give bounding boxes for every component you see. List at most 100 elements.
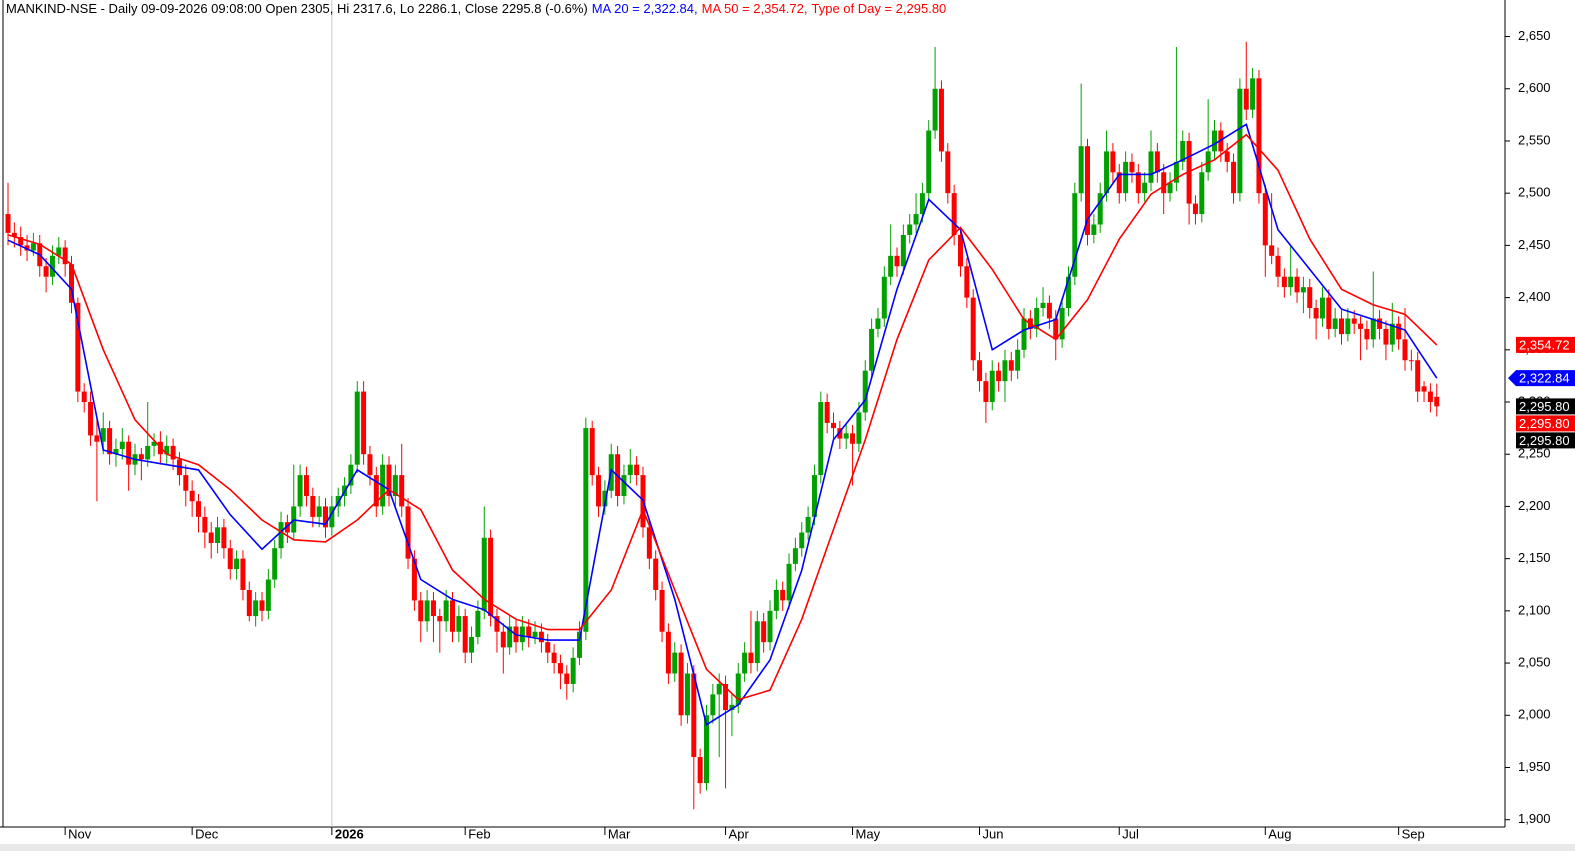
x-tick-label: Aug — [1268, 826, 1291, 841]
candle-body — [107, 428, 113, 455]
candle-body — [792, 548, 798, 564]
candle-body — [557, 663, 563, 674]
x-tick-label: May — [856, 826, 881, 841]
candle-body — [989, 370, 995, 403]
candle-body — [773, 589, 779, 611]
candle-body — [246, 589, 252, 617]
candle-body — [818, 402, 824, 476]
candle-body — [100, 428, 106, 442]
candle-body — [888, 255, 894, 277]
y-tick-label: 2,250 — [1518, 446, 1551, 461]
candle-body — [507, 626, 513, 648]
candle-body — [697, 757, 703, 784]
candle-body — [310, 495, 316, 517]
candle-body — [926, 130, 932, 194]
candle-body — [1154, 151, 1160, 173]
candle-body — [1097, 193, 1103, 225]
candle-body — [30, 243, 36, 251]
candle-body — [551, 652, 557, 664]
candle-body — [805, 516, 811, 533]
candle-body — [81, 391, 87, 403]
candle-body — [1402, 339, 1408, 361]
candle-body — [545, 642, 551, 653]
header-text: MA 50 = 2,354.72, — [702, 1, 808, 16]
candle-body — [5, 214, 11, 233]
candle-body — [786, 563, 792, 601]
candle-body — [488, 537, 494, 617]
chart-header: MANKIND-NSE - Daily 09-09-2026 09:08:00 … — [6, 1, 946, 16]
candle-body — [850, 433, 856, 444]
candle-body — [437, 616, 443, 622]
candle-body — [1180, 140, 1186, 162]
candle-body — [1034, 308, 1040, 329]
candle-body — [1307, 287, 1313, 309]
candle-body — [151, 441, 157, 446]
x-tick-label: Jul — [1122, 826, 1139, 841]
candle-body — [24, 245, 30, 251]
y-tick-label: 2,600 — [1518, 80, 1551, 95]
y-tick-label: 2,500 — [1518, 185, 1551, 200]
candle-body — [316, 506, 322, 517]
candle-body — [259, 600, 265, 611]
price-tag-label: 2,295.80 — [1519, 416, 1570, 431]
candle-body — [1046, 302, 1052, 319]
candle-body — [450, 600, 455, 632]
candle-body — [596, 475, 602, 507]
candle-body — [1135, 172, 1141, 194]
candle-body — [494, 616, 500, 632]
candle-body — [56, 247, 62, 256]
candle-body — [202, 516, 208, 533]
candle-body — [1243, 88, 1249, 110]
candle-body — [227, 548, 233, 570]
candle-body — [919, 193, 925, 215]
candle-body — [538, 631, 544, 643]
candle-body — [958, 234, 963, 267]
y-tick-label: 2,400 — [1518, 289, 1551, 304]
scrollbar — [0, 844, 1575, 851]
candle-body — [754, 621, 760, 664]
candle-body — [964, 266, 970, 298]
candle-body — [1199, 172, 1205, 215]
candle-body — [1377, 318, 1383, 329]
candle-body — [373, 475, 379, 507]
candle-body — [1415, 360, 1421, 392]
candle-body — [1434, 396, 1440, 407]
candle-body — [392, 475, 398, 496]
candle-body — [1008, 360, 1014, 371]
candle-body — [875, 318, 881, 329]
candle-body — [475, 610, 481, 637]
candle-body — [1358, 323, 1364, 329]
candle-body — [196, 501, 201, 517]
candle-body — [659, 589, 665, 632]
y-tick-label: 1,950 — [1518, 759, 1551, 774]
candle-body — [716, 683, 722, 695]
candle-body — [704, 715, 709, 784]
candle-body — [1275, 255, 1281, 277]
candle-body — [1396, 323, 1402, 340]
candle-body — [278, 522, 284, 549]
candle-body — [761, 621, 767, 643]
x-tick-label: Sep — [1402, 826, 1425, 841]
candle-body — [303, 475, 309, 496]
candle-body — [240, 558, 246, 590]
candle-body — [1269, 245, 1275, 256]
candle-body — [164, 445, 170, 455]
candle-body — [1173, 161, 1179, 183]
x-tick-label: 2026 — [335, 826, 364, 841]
candle-body — [405, 506, 411, 559]
candle-body — [1319, 297, 1325, 319]
candle-body — [977, 360, 983, 382]
candle-body — [1288, 276, 1294, 288]
price-tag-label: 2,295.80 — [1519, 399, 1570, 414]
candle-body — [1104, 151, 1110, 194]
candle-body — [831, 422, 836, 429]
candle-body — [1065, 276, 1071, 309]
candle-body — [1116, 172, 1122, 194]
candle-body — [348, 464, 354, 486]
candle-body — [94, 435, 100, 442]
candle-body — [1339, 318, 1344, 335]
candle-body — [646, 527, 652, 559]
candle-body — [1326, 297, 1332, 329]
y-tick-label: 2,100 — [1518, 602, 1551, 617]
